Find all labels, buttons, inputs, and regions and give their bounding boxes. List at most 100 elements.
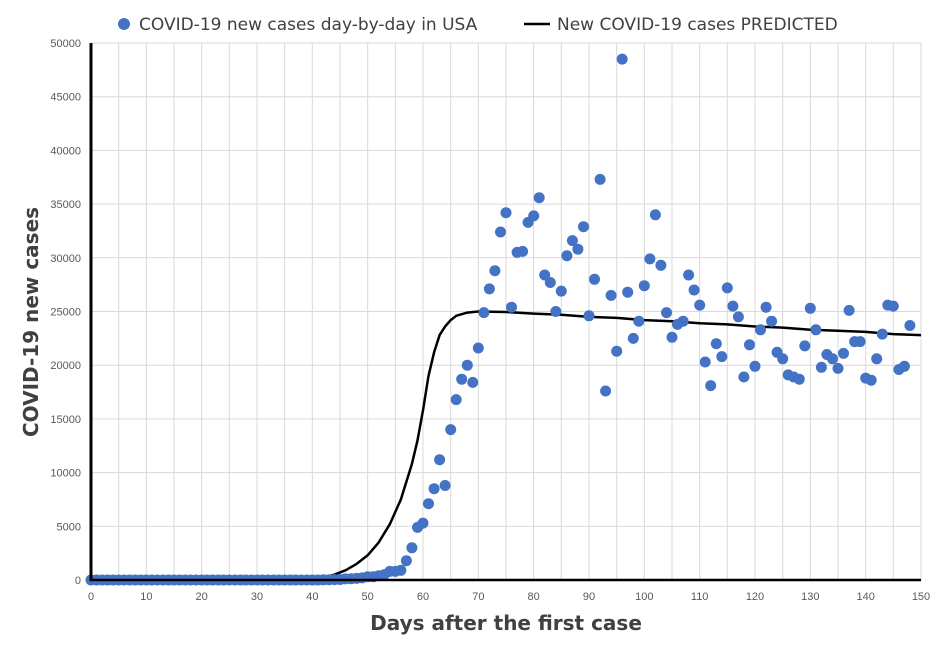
y-tick-label: 0 bbox=[75, 575, 81, 587]
data-point bbox=[561, 250, 573, 262]
data-point bbox=[456, 373, 468, 385]
data-point bbox=[760, 301, 772, 313]
predicted-series-line bbox=[91, 310, 922, 582]
data-point bbox=[699, 356, 711, 368]
data-point bbox=[544, 277, 556, 288]
x-tick-label: 120 bbox=[746, 591, 764, 603]
x-axis-title: Days after the first case bbox=[370, 611, 642, 635]
data-point bbox=[533, 192, 545, 204]
data-point bbox=[655, 259, 667, 271]
data-point bbox=[517, 245, 529, 257]
y-tick-label: 20000 bbox=[50, 360, 81, 372]
data-point bbox=[749, 360, 761, 372]
data-point bbox=[500, 207, 512, 219]
data-point bbox=[666, 331, 678, 343]
axes bbox=[89, 43, 921, 582]
data-point bbox=[528, 210, 540, 222]
x-tick-label: 150 bbox=[912, 591, 930, 603]
data-point bbox=[705, 380, 717, 392]
data-point bbox=[417, 517, 429, 529]
data-point bbox=[539, 269, 551, 281]
x-tick-label: 10 bbox=[140, 591, 152, 603]
data-point bbox=[395, 564, 407, 576]
data-point bbox=[838, 347, 849, 359]
legend-marker-observed bbox=[118, 18, 130, 30]
data-point bbox=[461, 359, 473, 371]
data-point bbox=[638, 280, 650, 292]
data-point bbox=[439, 480, 451, 491]
data-point bbox=[644, 253, 656, 265]
x-tick-label: 70 bbox=[472, 591, 484, 603]
data-point bbox=[472, 342, 484, 354]
data-point bbox=[600, 385, 612, 397]
data-point bbox=[904, 320, 916, 331]
data-point bbox=[627, 332, 639, 344]
data-point bbox=[423, 498, 434, 510]
y-tick-label: 40000 bbox=[50, 145, 81, 157]
y-tick-label: 50000 bbox=[50, 38, 81, 50]
data-point bbox=[716, 351, 728, 363]
x-tick-label: 20 bbox=[196, 591, 208, 603]
y-tick-label: 10000 bbox=[50, 468, 81, 480]
data-point bbox=[777, 353, 789, 365]
data-point bbox=[550, 306, 562, 317]
data-point bbox=[589, 273, 600, 285]
data-point bbox=[887, 300, 899, 312]
data-point bbox=[871, 353, 883, 365]
data-point bbox=[406, 542, 418, 554]
data-point bbox=[583, 310, 595, 322]
data-point bbox=[738, 371, 750, 383]
data-point bbox=[721, 282, 733, 294]
data-point bbox=[605, 289, 617, 301]
data-point bbox=[727, 300, 739, 312]
legend: COVID-19 new cases day-by-day in USA New… bbox=[118, 15, 838, 35]
data-point bbox=[843, 304, 855, 316]
legend-label-predicted: New COVID-19 cases PREDICTED bbox=[557, 15, 838, 35]
data-point bbox=[478, 307, 490, 319]
data-point bbox=[876, 328, 888, 340]
data-point bbox=[400, 555, 412, 567]
data-point bbox=[898, 360, 910, 372]
x-tick-label: 100 bbox=[635, 591, 653, 603]
data-point bbox=[649, 209, 661, 221]
y-tick-label: 35000 bbox=[50, 199, 81, 211]
data-point bbox=[572, 243, 584, 255]
x-tick-label: 0 bbox=[88, 591, 94, 603]
data-point bbox=[744, 339, 755, 351]
data-point bbox=[683, 269, 695, 281]
x-tick-label: 130 bbox=[801, 591, 819, 603]
data-point bbox=[827, 353, 838, 365]
data-point bbox=[483, 283, 495, 295]
data-point bbox=[710, 338, 722, 350]
data-point bbox=[506, 301, 517, 313]
y-tick-label: 30000 bbox=[50, 253, 81, 265]
x-tick-label: 40 bbox=[306, 591, 318, 603]
data-point bbox=[428, 483, 440, 495]
data-point bbox=[815, 361, 827, 373]
data-point bbox=[594, 173, 606, 185]
y-tick-label: 15000 bbox=[50, 414, 81, 426]
data-point bbox=[694, 299, 706, 311]
data-point bbox=[793, 373, 805, 385]
x-tick-label: 80 bbox=[528, 591, 540, 603]
data-point bbox=[865, 374, 877, 386]
data-point bbox=[688, 284, 700, 296]
data-point bbox=[810, 324, 822, 336]
data-point bbox=[611, 345, 623, 357]
data-point bbox=[622, 286, 634, 298]
data-point bbox=[495, 226, 506, 238]
x-tick-label: 30 bbox=[251, 591, 263, 603]
data-point bbox=[555, 285, 567, 297]
x-tick-label: 140 bbox=[856, 591, 874, 603]
data-point bbox=[732, 311, 744, 323]
data-point bbox=[804, 302, 816, 314]
y-tick-label: 25000 bbox=[50, 307, 81, 319]
data-point bbox=[766, 315, 778, 327]
data-point bbox=[489, 265, 501, 277]
data-point bbox=[467, 376, 479, 388]
data-point bbox=[799, 340, 811, 352]
data-point bbox=[677, 315, 689, 327]
data-point bbox=[578, 221, 589, 233]
grid-lines bbox=[91, 42, 922, 580]
